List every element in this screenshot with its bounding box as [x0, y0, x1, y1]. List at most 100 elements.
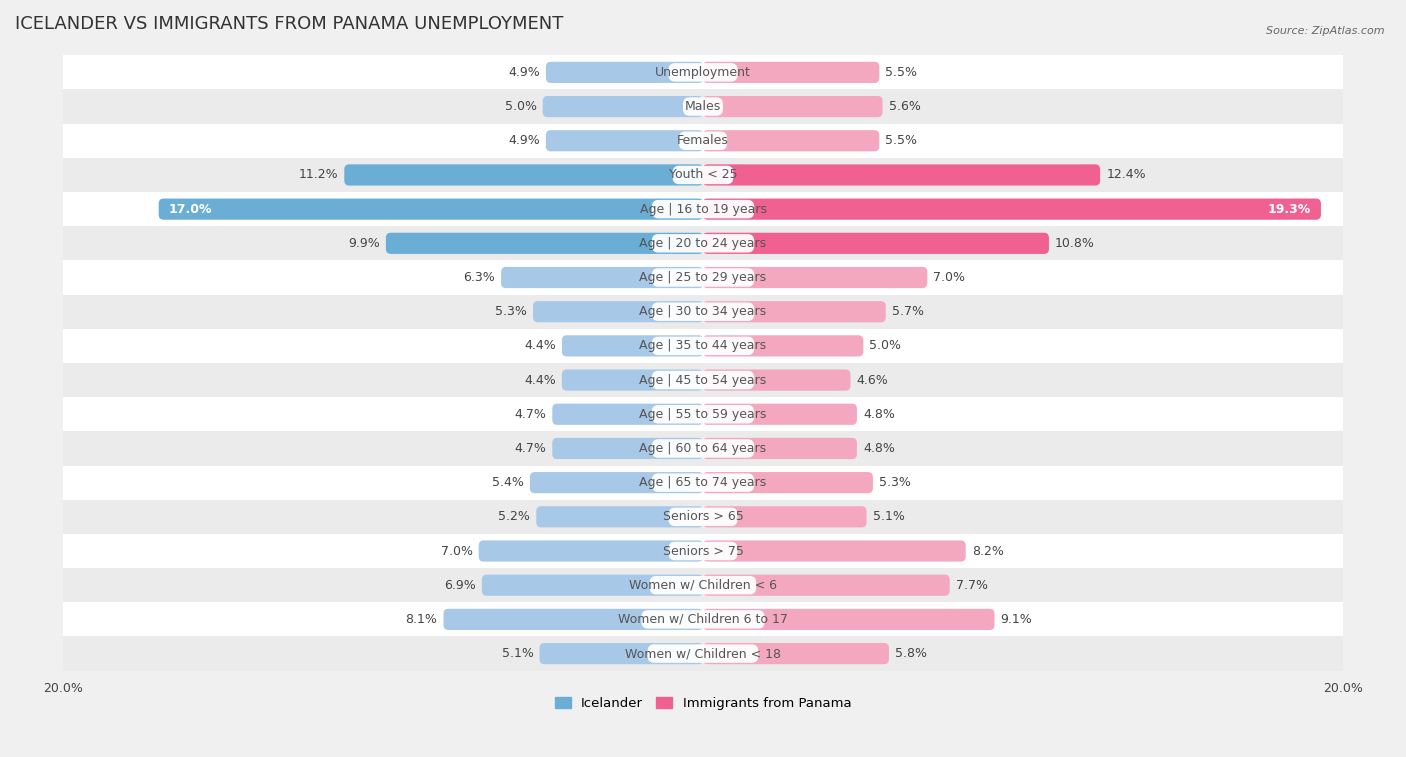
FancyBboxPatch shape — [668, 63, 738, 82]
Text: 4.4%: 4.4% — [524, 373, 555, 387]
FancyBboxPatch shape — [344, 164, 703, 185]
FancyBboxPatch shape — [683, 98, 723, 116]
Text: Age | 30 to 34 years: Age | 30 to 34 years — [640, 305, 766, 318]
FancyBboxPatch shape — [703, 130, 879, 151]
Text: 5.1%: 5.1% — [873, 510, 904, 523]
FancyBboxPatch shape — [543, 96, 703, 117]
Bar — [63, 363, 1343, 397]
Text: Age | 65 to 74 years: Age | 65 to 74 years — [640, 476, 766, 489]
FancyBboxPatch shape — [652, 439, 754, 458]
FancyBboxPatch shape — [703, 540, 966, 562]
Text: Age | 55 to 59 years: Age | 55 to 59 years — [640, 408, 766, 421]
Text: 5.1%: 5.1% — [502, 647, 533, 660]
Text: 4.7%: 4.7% — [515, 408, 546, 421]
Text: 5.5%: 5.5% — [886, 134, 917, 148]
FancyBboxPatch shape — [672, 166, 734, 184]
FancyBboxPatch shape — [501, 267, 703, 288]
Bar — [63, 500, 1343, 534]
Bar — [63, 603, 1343, 637]
FancyBboxPatch shape — [703, 335, 863, 357]
Text: Seniors > 65: Seniors > 65 — [662, 510, 744, 523]
FancyBboxPatch shape — [530, 472, 703, 494]
Text: Age | 60 to 64 years: Age | 60 to 64 years — [640, 442, 766, 455]
Text: Youth < 25: Youth < 25 — [669, 169, 737, 182]
FancyBboxPatch shape — [546, 62, 703, 83]
Text: 5.0%: 5.0% — [869, 339, 901, 353]
Text: 4.9%: 4.9% — [508, 134, 540, 148]
FancyBboxPatch shape — [562, 335, 703, 357]
Text: 11.2%: 11.2% — [298, 169, 339, 182]
Text: 5.6%: 5.6% — [889, 100, 921, 113]
FancyBboxPatch shape — [703, 267, 928, 288]
Text: Women w/ Children 6 to 17: Women w/ Children 6 to 17 — [619, 613, 787, 626]
Text: Women w/ Children < 6: Women w/ Children < 6 — [628, 578, 778, 592]
Text: 6.9%: 6.9% — [444, 578, 475, 592]
Text: ICELANDER VS IMMIGRANTS FROM PANAMA UNEMPLOYMENT: ICELANDER VS IMMIGRANTS FROM PANAMA UNEM… — [15, 15, 564, 33]
Text: Females: Females — [678, 134, 728, 148]
Bar — [63, 568, 1343, 603]
Text: 17.0%: 17.0% — [169, 203, 212, 216]
FancyBboxPatch shape — [562, 369, 703, 391]
Text: 12.4%: 12.4% — [1107, 169, 1146, 182]
Text: Women w/ Children < 18: Women w/ Children < 18 — [626, 647, 780, 660]
Text: Males: Males — [685, 100, 721, 113]
Text: 4.8%: 4.8% — [863, 442, 894, 455]
FancyBboxPatch shape — [159, 198, 703, 220]
FancyBboxPatch shape — [650, 576, 756, 594]
Text: 7.0%: 7.0% — [440, 544, 472, 557]
Text: 4.7%: 4.7% — [515, 442, 546, 455]
FancyBboxPatch shape — [536, 506, 703, 528]
Bar — [63, 466, 1343, 500]
FancyBboxPatch shape — [478, 540, 703, 562]
Bar — [63, 397, 1343, 431]
Text: 4.4%: 4.4% — [524, 339, 555, 353]
Text: 5.2%: 5.2% — [498, 510, 530, 523]
Text: 5.7%: 5.7% — [891, 305, 924, 318]
FancyBboxPatch shape — [703, 62, 879, 83]
FancyBboxPatch shape — [652, 337, 754, 355]
Text: 4.8%: 4.8% — [863, 408, 894, 421]
Bar — [63, 55, 1343, 89]
Text: 7.0%: 7.0% — [934, 271, 966, 284]
FancyBboxPatch shape — [553, 438, 703, 459]
FancyBboxPatch shape — [703, 472, 873, 494]
FancyBboxPatch shape — [652, 303, 754, 321]
FancyBboxPatch shape — [648, 644, 758, 663]
Text: Age | 16 to 19 years: Age | 16 to 19 years — [640, 203, 766, 216]
FancyBboxPatch shape — [443, 609, 703, 630]
Bar — [63, 226, 1343, 260]
Text: Age | 25 to 29 years: Age | 25 to 29 years — [640, 271, 766, 284]
Bar — [63, 329, 1343, 363]
Bar — [63, 431, 1343, 466]
FancyBboxPatch shape — [482, 575, 703, 596]
Text: 9.1%: 9.1% — [1001, 613, 1032, 626]
Text: 5.5%: 5.5% — [886, 66, 917, 79]
FancyBboxPatch shape — [703, 575, 949, 596]
FancyBboxPatch shape — [553, 403, 703, 425]
Text: 5.3%: 5.3% — [879, 476, 911, 489]
Text: 4.6%: 4.6% — [856, 373, 889, 387]
Legend: Icelander, Immigrants from Panama: Icelander, Immigrants from Panama — [550, 691, 856, 715]
Text: 8.1%: 8.1% — [405, 613, 437, 626]
FancyBboxPatch shape — [703, 96, 883, 117]
Text: 8.2%: 8.2% — [972, 544, 1004, 557]
FancyBboxPatch shape — [652, 234, 754, 253]
FancyBboxPatch shape — [652, 268, 754, 287]
FancyBboxPatch shape — [652, 473, 754, 492]
Text: Age | 20 to 24 years: Age | 20 to 24 years — [640, 237, 766, 250]
Bar — [63, 158, 1343, 192]
FancyBboxPatch shape — [668, 542, 738, 560]
FancyBboxPatch shape — [679, 132, 727, 150]
Text: 5.3%: 5.3% — [495, 305, 527, 318]
FancyBboxPatch shape — [703, 164, 1099, 185]
Text: 9.9%: 9.9% — [349, 237, 380, 250]
Bar — [63, 192, 1343, 226]
Bar — [63, 534, 1343, 568]
Bar — [63, 637, 1343, 671]
FancyBboxPatch shape — [533, 301, 703, 322]
FancyBboxPatch shape — [641, 610, 765, 628]
FancyBboxPatch shape — [546, 130, 703, 151]
FancyBboxPatch shape — [385, 232, 703, 254]
FancyBboxPatch shape — [652, 405, 754, 423]
Text: Unemployment: Unemployment — [655, 66, 751, 79]
